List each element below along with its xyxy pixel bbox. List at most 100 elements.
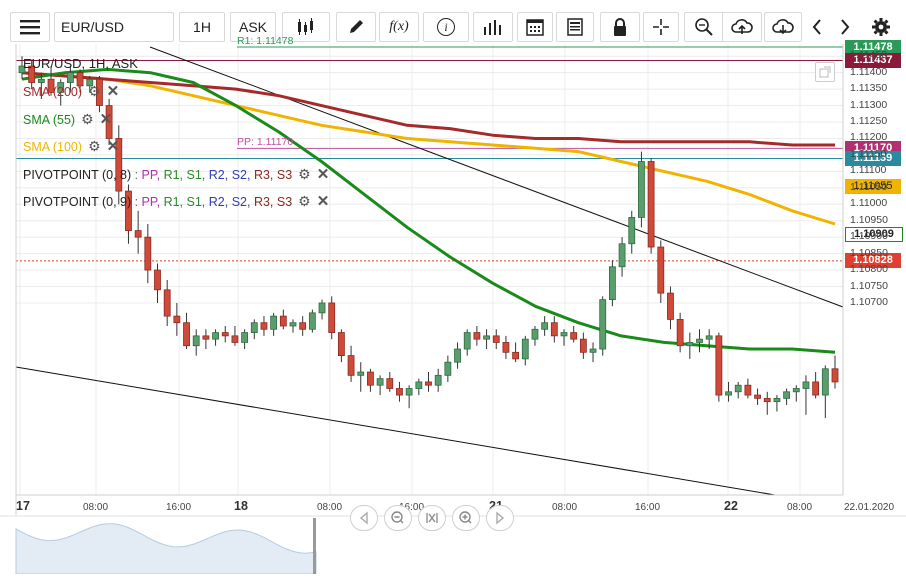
info-icon: i [437, 18, 455, 36]
timeframe-selector[interactable]: 1H [179, 12, 225, 42]
candle-body [260, 322, 268, 330]
time-tick-label: 18 [234, 499, 248, 513]
scroll-left-button[interactable] [804, 12, 830, 42]
candle [163, 279, 171, 326]
candle [337, 329, 345, 363]
candle-body [289, 322, 297, 327]
candle [696, 329, 703, 353]
reset-icon [426, 513, 438, 523]
candle [357, 362, 365, 392]
candle-body [396, 388, 403, 396]
nav-reset-button[interactable] [418, 505, 446, 531]
candle-body [705, 335, 713, 340]
time-tick-label: 08:00 [787, 502, 813, 513]
indicator-settings-icon[interactable]: ⚙ [88, 138, 101, 154]
gear-icon [872, 18, 890, 36]
candle [444, 355, 452, 382]
candle-body [279, 315, 287, 327]
chart-type-button[interactable] [282, 12, 330, 42]
candle-body [405, 388, 413, 396]
indicator-legend-item: PIVOTPOINT (0, 8) : PP, R1, S1, R2, S2, … [23, 166, 330, 183]
price-tick-label: 1.10800 [850, 263, 888, 276]
scroll-right-button[interactable] [832, 12, 858, 42]
chart-area[interactable]: EUR/USD, 1H, ASK SMA (200) ⚙ ✕ SMA (55) ⚙ ✕ SMA… [0, 35, 906, 579]
download-button[interactable] [764, 12, 802, 42]
info-button[interactable]: i [423, 12, 469, 42]
volume-button[interactable] [473, 12, 513, 42]
triangle-right-icon [496, 511, 505, 525]
price-tick-label: 1.11200 [850, 131, 888, 144]
template-button[interactable] [556, 12, 594, 42]
nav-forward-button[interactable] [486, 505, 514, 531]
indicator-remove-icon[interactable]: ✕ [106, 138, 120, 155]
hamburger-icon [20, 20, 40, 35]
functions-button[interactable]: f(x) [379, 12, 419, 42]
price-chart[interactable] [0, 44, 906, 575]
candle-body [183, 322, 190, 347]
candle-body [512, 351, 520, 360]
candle-body [744, 384, 752, 396]
menu-button[interactable] [10, 12, 50, 42]
pivot-component-label: R3, [250, 195, 274, 209]
candle-body [715, 335, 723, 396]
indicator-remove-icon[interactable]: ✕ [316, 166, 330, 183]
candle [212, 329, 219, 346]
candle [618, 237, 626, 277]
calendar-button[interactable] [517, 12, 553, 42]
candle-body [589, 348, 597, 353]
candle [638, 151, 645, 228]
indicator-settings-icon[interactable]: ⚙ [81, 111, 94, 127]
lock-button[interactable] [600, 12, 640, 42]
crosshair-button[interactable] [643, 12, 679, 42]
expand-button[interactable] [815, 62, 835, 82]
indicator-label: SMA (100) [23, 140, 83, 154]
nav-zoom-in-button[interactable] [452, 505, 480, 531]
symbol-selector[interactable]: EUR/USD [54, 12, 174, 42]
indicator-label: SMA (55) [23, 113, 76, 127]
candle-body [212, 332, 219, 340]
indicator-settings-icon[interactable]: ⚙ [88, 83, 101, 99]
indicator-remove-icon[interactable]: ✕ [316, 193, 330, 210]
price-badge-sma200_top: 1.11437 [845, 52, 901, 68]
date-label: 22.01.2020 [844, 502, 895, 513]
expand-icon [819, 66, 831, 78]
candle-body [37, 78, 45, 83]
price-badge-last: 1.10828 [845, 253, 901, 269]
price-type-selector[interactable]: ASK [230, 12, 276, 42]
candle-body [608, 266, 616, 301]
candle-body [802, 381, 810, 389]
candle-body [676, 319, 684, 347]
indicator-settings-icon[interactable]: ⚙ [298, 193, 311, 209]
fx-icon: f(x) [389, 19, 409, 34]
candle [792, 385, 800, 402]
candle-body [521, 338, 529, 360]
trendline-upper [149, 46, 844, 308]
cloud-download-icon [772, 19, 794, 35]
indicator-settings-icon[interactable]: ⚙ [298, 166, 311, 182]
symbol-label: EUR/USD [61, 19, 125, 35]
candle-body [696, 338, 703, 343]
pivot-component-label: PP, [138, 195, 161, 209]
candle [328, 296, 336, 340]
upload-button[interactable] [722, 12, 762, 42]
price-type-label: ASK [238, 19, 267, 35]
zoom-button[interactable] [684, 12, 724, 42]
candle-body [154, 269, 161, 291]
candle-body [812, 381, 820, 396]
indicator-remove-icon[interactable]: ✕ [106, 83, 120, 100]
candle [754, 388, 761, 405]
nav-zoom-out-button[interactable] [384, 505, 412, 531]
indicator-remove-icon[interactable]: ✕ [99, 111, 113, 128]
candle-body [754, 394, 761, 399]
settings-button[interactable] [864, 12, 898, 42]
draw-button[interactable] [336, 12, 376, 42]
candle-body [628, 217, 636, 245]
candle [144, 224, 152, 284]
pivot-component-label: S1, [183, 195, 206, 209]
nav-back-button[interactable] [350, 505, 378, 531]
navigator-series [15, 523, 317, 575]
pivot-component-label: S3 [273, 168, 293, 182]
candle-body [454, 348, 461, 363]
candle [18, 56, 26, 80]
candle [279, 309, 287, 330]
